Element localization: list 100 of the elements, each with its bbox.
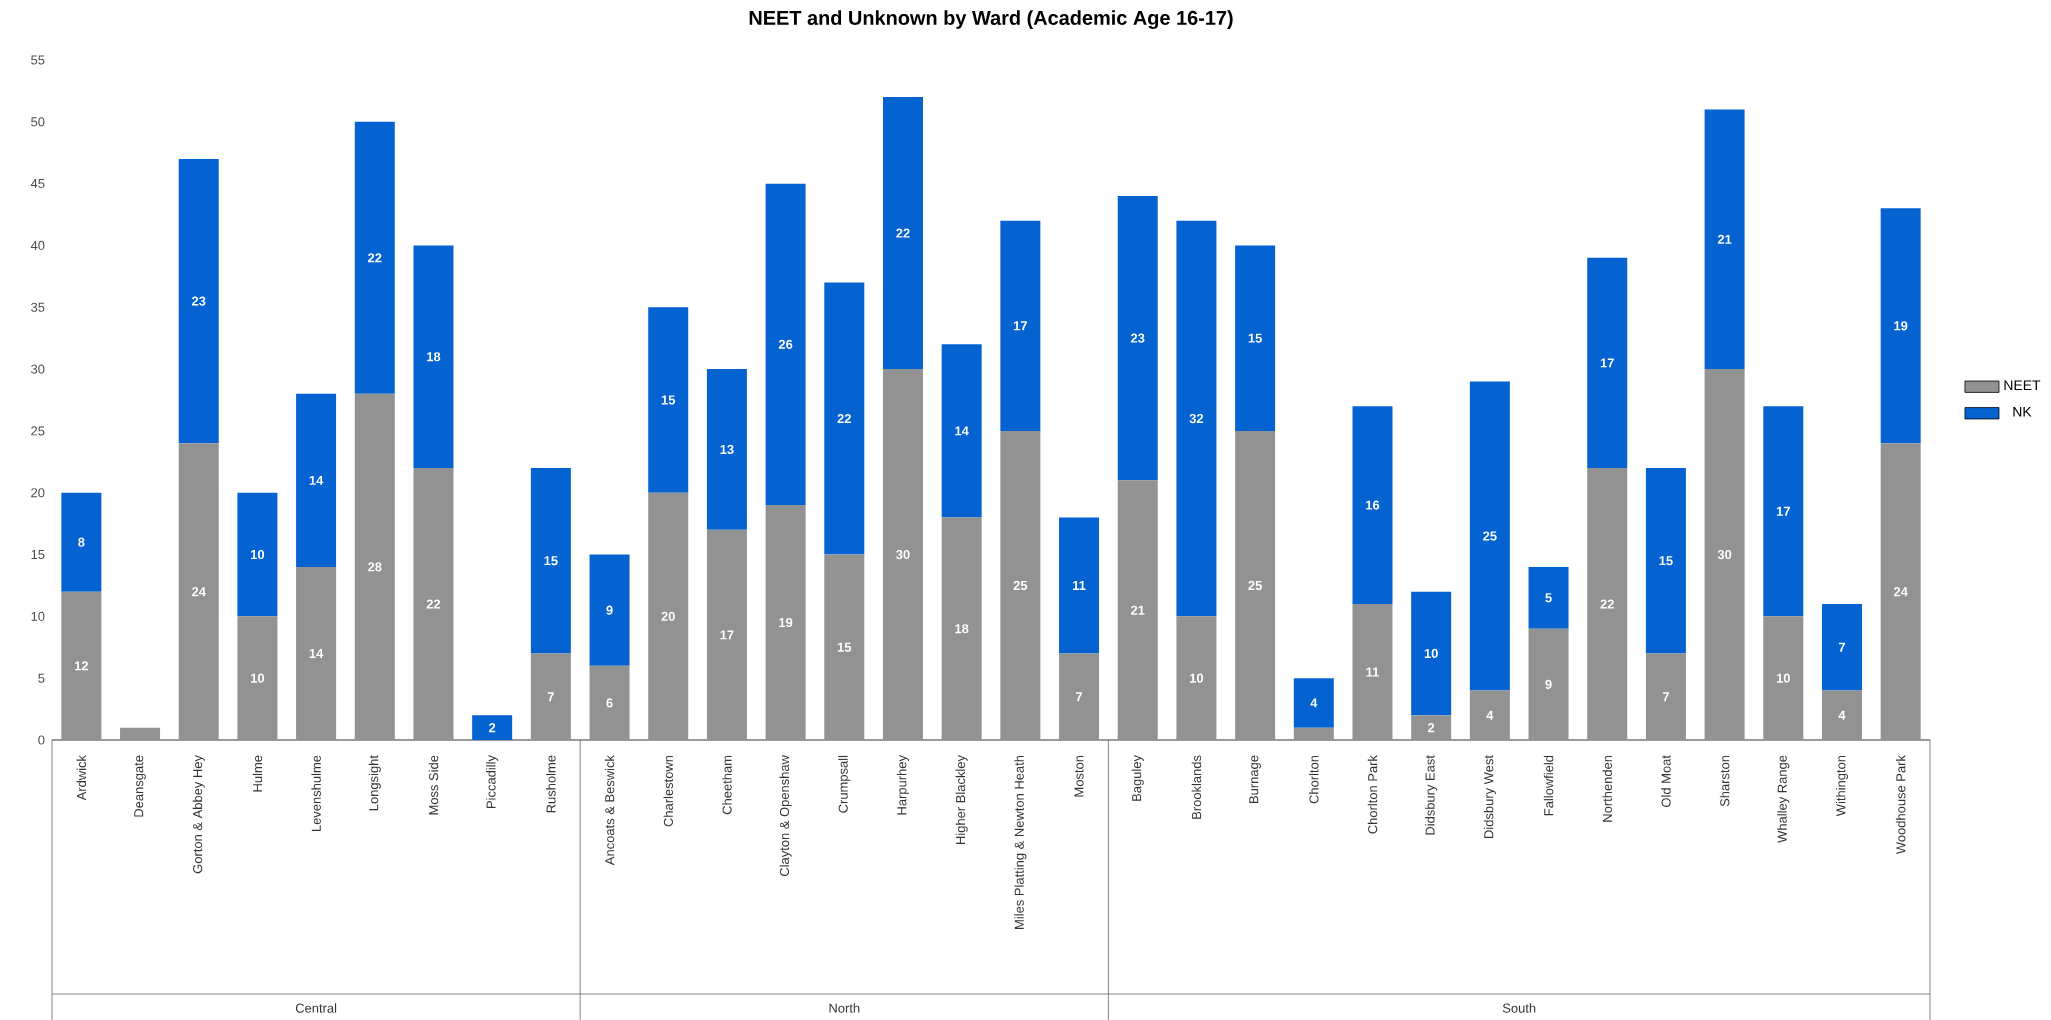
bar	[296, 393, 337, 567]
bar	[1000, 220, 1041, 431]
bar	[1059, 653, 1100, 740]
bar	[413, 467, 454, 740]
bar	[1763, 616, 1804, 740]
data-label: 15	[1248, 333, 1262, 343]
data-label: 10	[251, 673, 265, 683]
bar	[413, 245, 454, 468]
data-label: 4	[1310, 698, 1318, 708]
bar	[706, 529, 747, 740]
bar	[472, 715, 513, 740]
data-label: 20	[661, 611, 675, 621]
x-tick-label: Clayton & Openshaw	[779, 754, 792, 876]
data-label: 9	[606, 605, 613, 615]
data-label: 32	[1189, 413, 1204, 423]
bar	[178, 158, 219, 444]
bar	[1293, 677, 1334, 728]
data-label: 7	[547, 692, 554, 701]
data-label: 17	[720, 630, 734, 640]
x-tick-label: Hulme	[252, 755, 263, 792]
x-tick-label: Crumpsall	[838, 755, 851, 813]
data-label: 10	[1424, 648, 1438, 658]
x-tick-label: Burnage	[1249, 755, 1261, 803]
bar	[530, 467, 571, 654]
data-label: 18	[427, 351, 441, 362]
y-tick-label: 0	[38, 735, 45, 745]
x-tick-label: Longsight	[368, 754, 381, 810]
bar	[1352, 603, 1393, 740]
bar	[237, 616, 278, 740]
data-label: 30	[1717, 549, 1732, 559]
bar	[1763, 405, 1804, 617]
x-tick-label: Northenden	[1602, 755, 1612, 822]
x-tick-label: Chorlton	[1309, 755, 1319, 804]
bar	[765, 183, 806, 505]
data-label: 28	[368, 562, 382, 572]
data-label: 25	[1483, 531, 1497, 541]
bar	[1587, 257, 1628, 468]
data-label: 11	[1366, 667, 1379, 677]
bar	[882, 368, 923, 740]
bar	[61, 591, 102, 740]
y-tick-label: 50	[31, 117, 45, 127]
x-tick-label: Chorlton Park	[1367, 754, 1378, 834]
bar	[1704, 368, 1745, 740]
bar	[1821, 690, 1862, 740]
bar	[882, 96, 923, 369]
data-label: 4	[1838, 710, 1846, 720]
data-label: 10	[1776, 673, 1790, 683]
data-label: 7	[1838, 642, 1846, 652]
bar	[824, 554, 865, 740]
x-tick-label: Withington	[1835, 755, 1849, 816]
data-label: 22	[368, 253, 382, 263]
bar	[1880, 208, 1921, 444]
bar	[1176, 220, 1217, 617]
bar	[648, 307, 689, 493]
x-tick-label: Whalley Range	[1777, 755, 1790, 843]
chart-title: NEET and Unknown by Ward (Academic Age 16-17)	[749, 10, 1233, 29]
bar	[354, 393, 395, 740]
bar	[1176, 616, 1217, 740]
y-tick-label: 40	[30, 240, 45, 250]
data-label: 23	[191, 296, 206, 306]
x-tick-label: Levenshulme	[311, 755, 321, 831]
bar	[1587, 467, 1628, 740]
legend-label: NK	[2013, 406, 2032, 417]
data-label: 17	[1013, 321, 1027, 331]
x-tick-label: Didsbury West	[1483, 754, 1496, 838]
data-label: 11	[1073, 580, 1086, 590]
data-label: 7	[1662, 692, 1669, 701]
bar	[1235, 245, 1276, 431]
bar	[1059, 517, 1100, 654]
data-label: 22	[837, 413, 851, 423]
bar	[1821, 603, 1862, 691]
data-label: 2	[489, 722, 496, 732]
bar	[765, 504, 806, 740]
bar	[1469, 381, 1510, 691]
y-tick-label: 30	[31, 364, 45, 374]
data-label: 24	[191, 586, 206, 596]
data-label: 14	[309, 475, 324, 485]
data-label: 25	[1013, 580, 1028, 590]
data-label: 30	[896, 549, 910, 559]
data-label: 13	[720, 444, 734, 454]
bar	[1117, 480, 1158, 740]
x-tick-label: Fallowfield	[1543, 755, 1554, 815]
bar	[1704, 109, 1745, 369]
x-tick-label: Baguley	[1131, 754, 1144, 801]
x-tick-label: Brooklands	[1191, 755, 1202, 819]
data-label: 25	[1248, 580, 1262, 590]
bar	[1880, 443, 1921, 740]
bar	[941, 344, 982, 518]
data-label: 6	[606, 698, 613, 708]
bar	[1117, 195, 1158, 481]
legend-label: NEET	[2004, 380, 2041, 390]
data-label: 15	[837, 642, 852, 652]
bar	[1411, 715, 1452, 740]
x-tick-label: Didsbury East	[1425, 754, 1438, 835]
x-tick-label: Moston	[1074, 755, 1084, 797]
data-label: 5	[1545, 593, 1552, 603]
bar	[237, 492, 278, 617]
x-tick-label: Deansgate	[134, 755, 146, 817]
y-tick-label: 55	[31, 55, 45, 65]
data-label: 12	[74, 661, 89, 671]
